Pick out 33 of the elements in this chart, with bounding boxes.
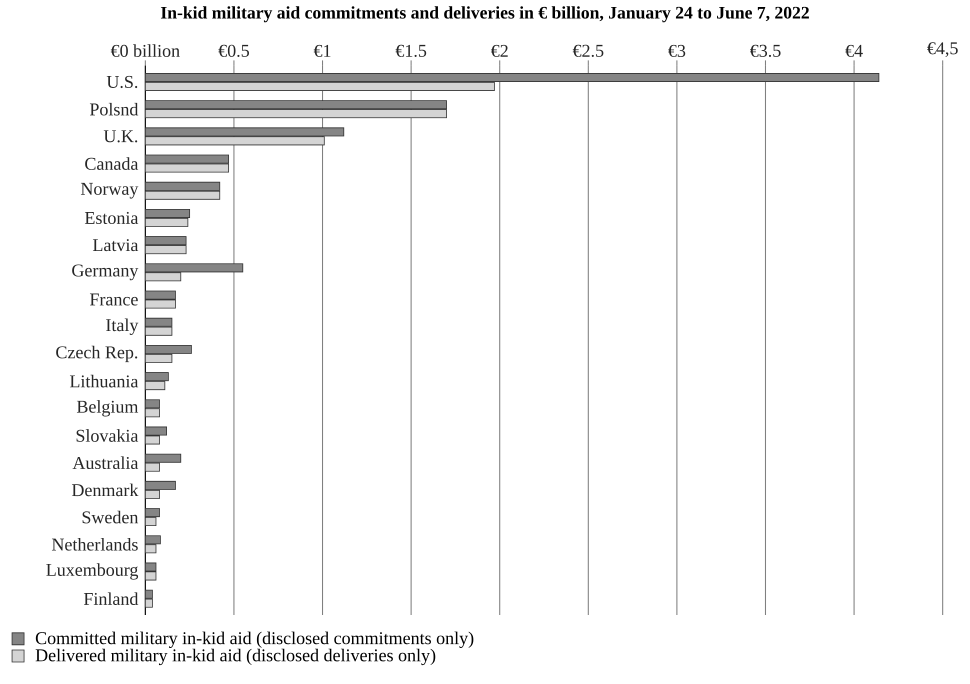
y-tick-label: Luxembourg bbox=[46, 563, 138, 580]
y-tick-label: Canada bbox=[85, 157, 138, 170]
x-tick-label: €2 bbox=[490, 44, 508, 57]
x-tick-label: €1.5 bbox=[396, 44, 426, 57]
y-tick-label: Belgium bbox=[76, 400, 138, 417]
legend-label: Delivered military in-kid aid (disclosed deliveries only) bbox=[36, 648, 436, 666]
x-tick-label: €2.5 bbox=[572, 44, 604, 57]
x-tick-label: €4 bbox=[845, 44, 863, 57]
legend-label: Committed military in-kid aid (disclosed commitments only) bbox=[36, 632, 474, 648]
y-tick-label: Slovakia bbox=[76, 429, 138, 442]
chart-title: In-kid military aid commitments and deliveries in € billion, January 24 to June 7, 2022 bbox=[160, 6, 809, 22]
y-tick-label: Finland bbox=[84, 592, 138, 605]
x-tick-label: €4,5 bbox=[927, 42, 958, 57]
y-tick-label: U.K. bbox=[104, 130, 138, 142]
y-tick-label: Estonia bbox=[84, 212, 138, 224]
y-tick-label: Italy bbox=[106, 318, 138, 335]
y-tick-label: Germany bbox=[72, 264, 138, 280]
y-tick-label: Sweden bbox=[82, 510, 138, 524]
x-tick-label: €0.5 bbox=[218, 44, 249, 57]
y-tick-label: Netherlands bbox=[52, 538, 138, 551]
y-tick-label: Norway bbox=[80, 182, 138, 199]
y-tick-label: Denmark bbox=[72, 484, 138, 496]
x-tick-label: €3.5 bbox=[750, 44, 781, 57]
y-tick-label: U.S. bbox=[106, 76, 138, 88]
y-tick-label: Polsnd bbox=[90, 102, 138, 116]
y-tick-label: Latvia bbox=[92, 239, 138, 252]
x-tick-label: €3 bbox=[668, 44, 686, 57]
x-tick-label: €1 bbox=[314, 44, 330, 57]
y-tick-label: France bbox=[90, 294, 138, 306]
y-tick-label: Lithuania bbox=[70, 374, 138, 388]
y-tick-label: Czech Rep. bbox=[56, 346, 138, 362]
y-tick-label: Australia bbox=[72, 456, 138, 470]
x-tick-label: €0 billion bbox=[110, 44, 180, 57]
